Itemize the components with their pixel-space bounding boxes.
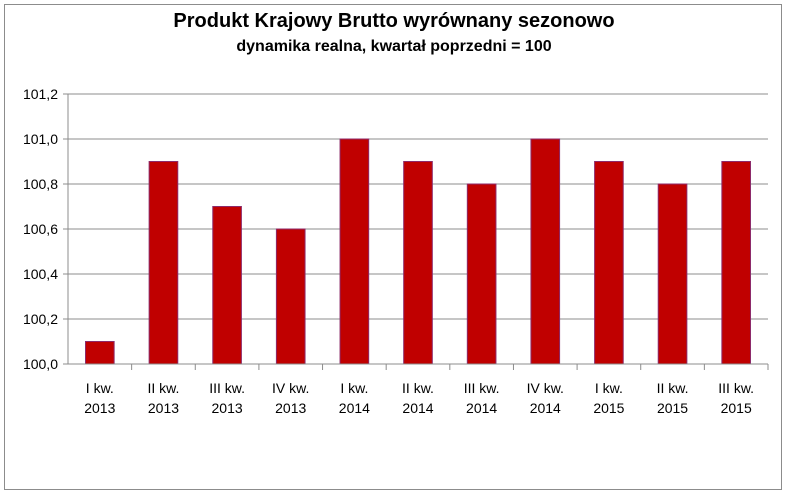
x-tick-label: II kw. <box>657 380 689 396</box>
x-tick-label: III kw. <box>718 380 754 396</box>
x-axis: I kw. 2013 II kw. 2013 III kw. 2013 IV kw. 2013… <box>68 363 769 416</box>
x-tick-label: 2014 <box>530 400 561 416</box>
bar <box>212 206 242 365</box>
x-tick-label: III kw. <box>209 380 245 396</box>
bar <box>657 183 688 365</box>
bar <box>275 228 306 365</box>
bar <box>466 183 497 365</box>
chart-subtitle: dynamika realna, kwartał poprzedni = 100 <box>236 38 552 55</box>
bar <box>148 161 179 365</box>
bar <box>594 161 624 365</box>
y-tick-label: 100,4 <box>23 266 58 282</box>
x-tick-label: IV kw. <box>272 380 309 396</box>
x-tick-label: II kw. <box>402 380 434 396</box>
x-tick-label: IV kw. <box>527 380 564 396</box>
bar <box>403 161 433 365</box>
y-tick-label: 100,8 <box>23 176 58 192</box>
x-tick-label: I kw. <box>340 380 368 396</box>
y-tick-label: 101,0 <box>23 131 58 147</box>
x-tick-label: 2013 <box>275 400 306 416</box>
x-tick-label: 2014 <box>402 400 433 416</box>
x-tick-label: 2015 <box>657 400 688 416</box>
bars <box>85 138 752 365</box>
y-tick-label: 100,2 <box>23 311 58 327</box>
x-tick-label: 2013 <box>148 400 179 416</box>
x-tick-label: 2015 <box>593 400 624 416</box>
y-tick-label: 100,0 <box>23 356 58 372</box>
y-axis: 100,0 100,2 100,4 100,6 100,8 101,0 101,2 <box>23 86 69 372</box>
x-tick-label: 2014 <box>466 400 497 416</box>
chart-frame <box>4 4 782 490</box>
x-tick-label: III kw. <box>464 380 500 396</box>
bar <box>530 138 561 365</box>
x-tick-label: 2013 <box>212 400 243 416</box>
y-tick-label: 101,2 <box>23 86 58 102</box>
chart-title: Produkt Krajowy Brutto wyrównany sezonow… <box>173 10 615 32</box>
x-tick-label: 2015 <box>721 400 752 416</box>
x-tick-label: I kw. <box>595 380 623 396</box>
x-tick-label: 2014 <box>339 400 370 416</box>
x-tick-label: 2013 <box>84 400 115 416</box>
bar <box>339 138 370 365</box>
x-tick-label: I kw. <box>86 380 114 396</box>
x-tick-label: II kw. <box>148 380 180 396</box>
bar <box>85 341 115 365</box>
y-tick-label: 100,6 <box>23 221 58 237</box>
bar <box>721 161 752 365</box>
